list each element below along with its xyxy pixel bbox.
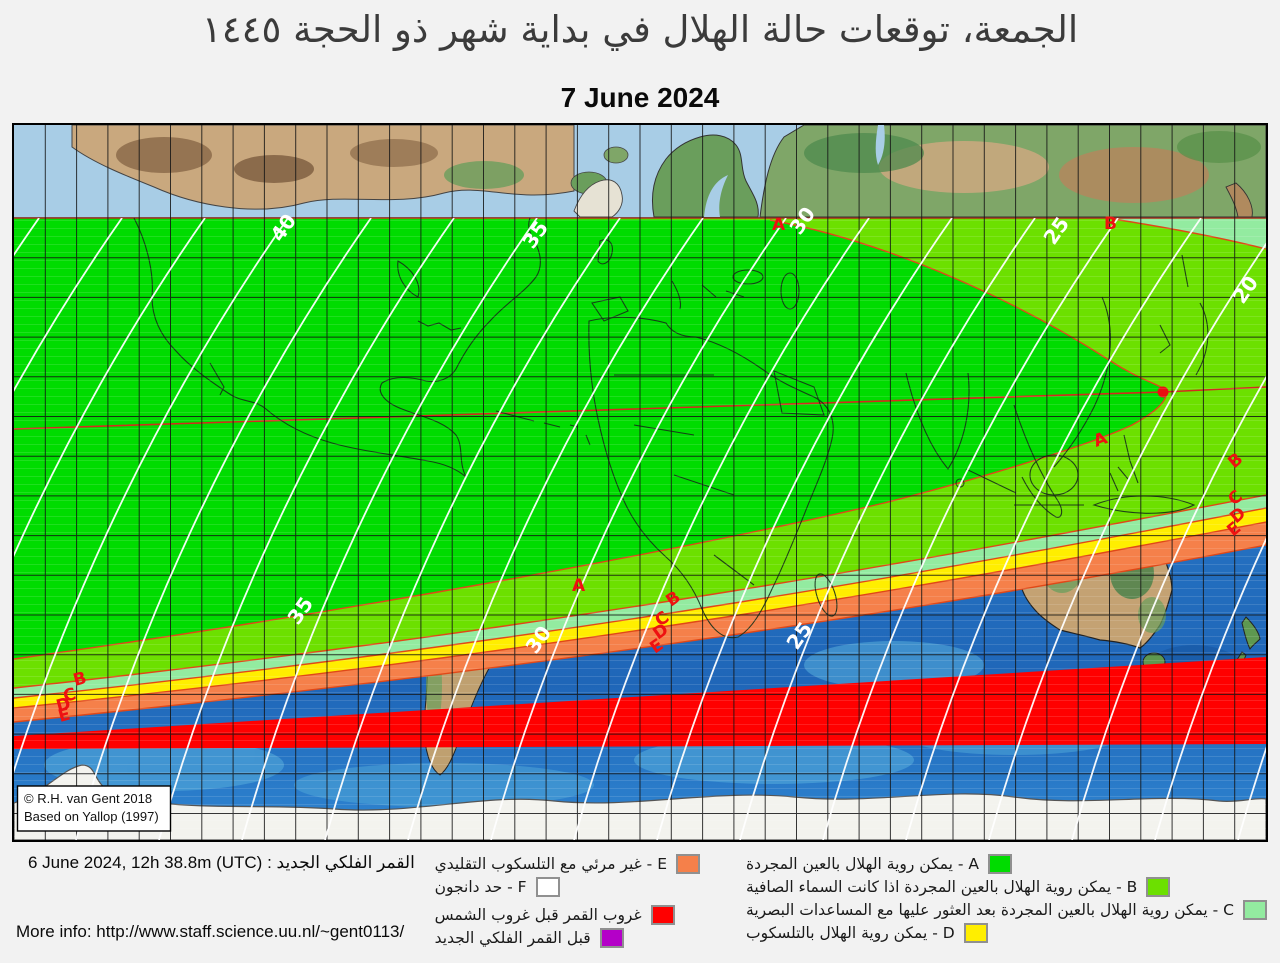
- legend-label: C - يمكن روية الهلال بالعين المجردة بعد …: [746, 900, 1234, 919]
- legend-item-c: C - يمكن روية الهلال بالعين المجردة بعد …: [746, 898, 1267, 921]
- zone-a-swatch: [988, 853, 1012, 874]
- legend-label: E - غير مرئي مع التلسكوب التقليدي: [434, 854, 667, 873]
- legend-item-e: E - غير مرئي مع التلسكوب التقليدي: [435, 852, 700, 875]
- legend-item-moonset: غروب القمر قبل غروب الشمس: [435, 903, 675, 926]
- crescent-visibility-map: 40 35 30 25 20 35 30 25 A B A A B C D E …: [14, 125, 1266, 840]
- zone-letter-a: A: [772, 215, 786, 235]
- copyright-line1: © R.H. van Gent 2018: [24, 791, 152, 806]
- legend-right-column: A - يمكن روية الهلال بالعين المجردة B - …: [746, 852, 1267, 944]
- zone-d-swatch: [963, 922, 988, 943]
- legend-item-f: F - حد دانجون: [435, 875, 560, 898]
- legend-item-b: B - يمكن روية الهلال بالعين المجردة اذا …: [746, 875, 1171, 898]
- page-subtitle-date: 7 June 2024: [560, 82, 720, 113]
- legend-item-d: D - يمكن روية الهلال بالتلسكوب: [746, 921, 988, 944]
- zone-letter-d: D: [54, 694, 73, 717]
- legend-label: B - يمكن روية الهلال بالعين المجردة اذا …: [746, 877, 1138, 896]
- legend-left-column: E - غير مرئي مع التلسكوب التقليدي F - حد…: [435, 852, 700, 949]
- graticule: [14, 125, 1266, 840]
- legend-item-newmoon: قبل القمر الفلكي الجديد: [435, 926, 624, 949]
- copyright-line2: Based on Yallop (1997): [24, 809, 159, 824]
- page-title: الجمعة، توقعات حالة الهلال في بداية شهر …: [201, 8, 1079, 51]
- legend-label: D - يمكن روية الهلال بالتلسكوب: [746, 923, 955, 942]
- legend-label: غروب القمر قبل غروب الشمس: [434, 905, 642, 924]
- zone-letter-c: C: [61, 684, 78, 707]
- zone-e-swatch: [676, 853, 700, 874]
- zone-c-swatch: [1243, 899, 1267, 920]
- zone-letter-a: A: [572, 576, 586, 596]
- legend-item-a: A - يمكن روية الهلال بالعين المجردة: [746, 852, 1012, 875]
- more-info-link[interactable]: More info: http://www.staff.science.uu.n…: [16, 922, 405, 941]
- zone-letter-e: E: [56, 705, 72, 727]
- zone-letter-b: B: [71, 668, 89, 691]
- zone-letter-b: B: [1104, 214, 1117, 234]
- moonset-swatch: [650, 904, 675, 925]
- legend-label: قبل القمر الفلكي الجديد: [434, 928, 591, 947]
- legend-label: F - حد دانجون: [434, 877, 527, 896]
- contour-lines: [14, 218, 1266, 840]
- zone-f-swatch: [535, 876, 560, 897]
- copyright-box: © R.H. van Gent 2018 Based on Yallop (19…: [16, 785, 172, 832]
- zone-b-swatch: [1146, 876, 1171, 897]
- legend-label: A - يمكن روية الهلال بالعين المجردة: [746, 854, 979, 873]
- new-moon-time: 6 June 2024, 12h 38.8m (UTC) : القمر الف…: [28, 853, 415, 872]
- newmoon-swatch: [599, 927, 624, 948]
